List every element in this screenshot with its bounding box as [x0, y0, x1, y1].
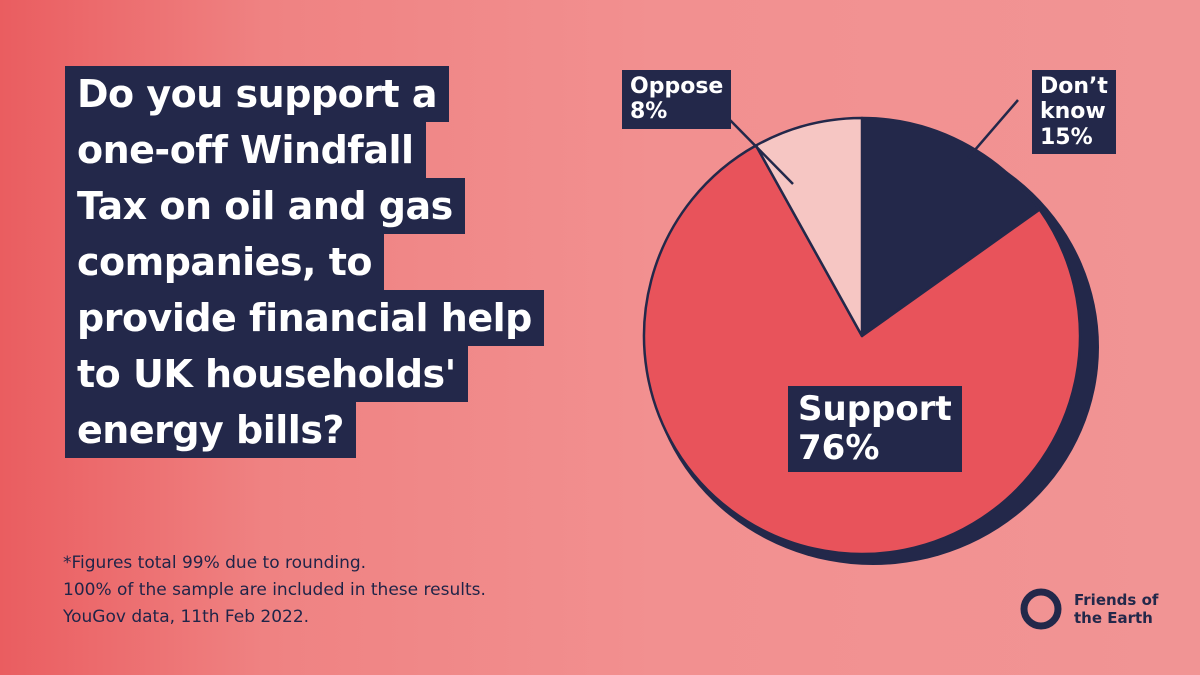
- dont-know-label-name-1: Don’t: [1040, 74, 1108, 99]
- oppose-label-name: Oppose: [630, 74, 724, 99]
- dont-know-label-name-2: know: [1040, 99, 1106, 125]
- footnote: *Figures total 99% due to rounding. 100%…: [63, 550, 486, 631]
- friends-of-the-earth-logo: Friends of the Earth: [1018, 586, 1158, 632]
- oppose-leader-line: [727, 117, 794, 185]
- footnote-line-3: YouGov data, 11th Feb 2022.: [63, 607, 310, 627]
- logo-text-line-2: the Earth: [1074, 609, 1153, 627]
- slice-dont-know: [860, 116, 1041, 338]
- question-line: provide financial help: [65, 290, 544, 346]
- support-label: Support 76%: [788, 386, 962, 473]
- oppose-label-value: 8%: [630, 99, 668, 125]
- footnote-line-1: *Figures total 99% due to rounding.: [63, 553, 367, 573]
- oppose-label: Oppose 8%: [622, 70, 732, 129]
- slice-support: [642, 144, 1082, 556]
- question-line: Do you support a: [65, 66, 449, 122]
- support-label-value: 76%: [798, 428, 880, 469]
- question-line: Tax on oil and gas: [65, 178, 465, 234]
- question-line: energy bills?: [65, 402, 356, 458]
- question-line: one-off Windfall: [65, 122, 426, 178]
- question-text: Do you support a one-off Windfall Tax on…: [65, 66, 544, 458]
- support-label-name: Support: [798, 389, 952, 429]
- question-line: companies, to: [65, 234, 384, 290]
- logo-ring-icon: [1020, 588, 1062, 630]
- dont-know-label-value: 15%: [1040, 124, 1093, 150]
- question-line: to UK households': [65, 346, 468, 402]
- footnote-line-2: 100% of the sample are included in these…: [63, 580, 486, 600]
- dont-know-label: Don’t know 15%: [1032, 70, 1116, 154]
- logo-text-line-1: Friends of: [1074, 591, 1159, 609]
- dont-know-leader-line: [967, 99, 1019, 159]
